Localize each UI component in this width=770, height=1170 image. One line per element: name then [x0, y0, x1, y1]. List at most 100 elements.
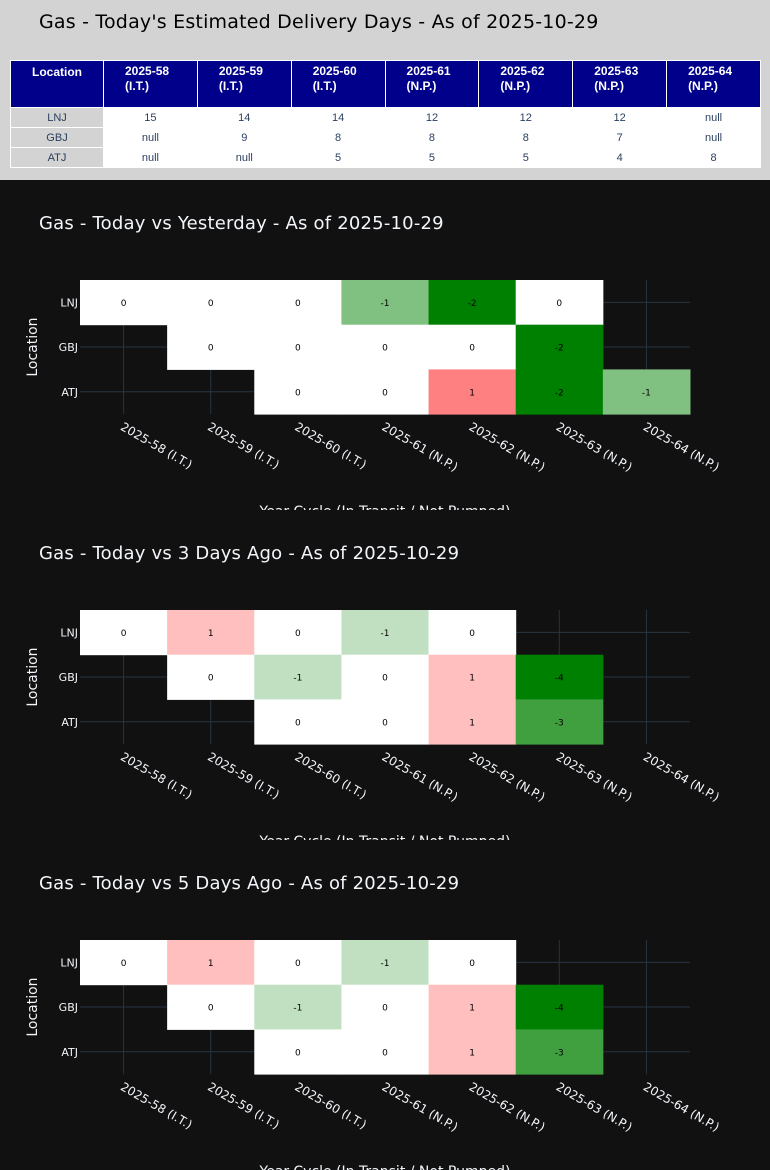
cell-value-label: -1 — [293, 674, 302, 684]
heatmap-cell[interactable] — [428, 369, 517, 415]
heatmap-cell[interactable] — [602, 369, 691, 415]
heatmap-cell[interactable] — [428, 610, 517, 656]
heatmap-cell[interactable] — [167, 610, 255, 656]
cell-value-label: 0 — [382, 674, 388, 684]
heatmap-cell[interactable] — [341, 324, 430, 370]
x-tick-label: 2025-59 (I.T.) — [205, 1080, 282, 1132]
heatmap-cell[interactable] — [428, 324, 517, 370]
heatmap-cell[interactable] — [515, 1029, 604, 1075]
x-tick-label: 2025-64 (N.P.) — [641, 1080, 722, 1135]
heatmap-cell[interactable] — [254, 654, 342, 700]
summary-title: Gas - Today's Estimated Delivery Days - … — [39, 11, 599, 33]
cell-value-label: 0 — [295, 959, 301, 969]
cell-value-label: 0 — [121, 629, 127, 639]
table-row: LNJ 15 14 14 12 12 12 null — [10, 107, 761, 128]
table-cell: 7 — [572, 127, 668, 148]
table-header-row: Location 2025-58 (I.T.) 2025-59 (I.T.) 202… — [10, 60, 761, 108]
heatmap-cell[interactable] — [428, 699, 517, 745]
heatmap-cell[interactable] — [254, 940, 342, 986]
heatmap-cell[interactable] — [428, 984, 517, 1030]
table-cell: 12 — [478, 107, 574, 128]
cell-value-label: 0 — [382, 718, 388, 728]
heatmap-cell[interactable] — [341, 984, 430, 1030]
heatmap-cell[interactable] — [515, 699, 604, 745]
heatmap-cell[interactable] — [254, 280, 342, 326]
column-header[interactable]: 2025-60 (I.T.) — [290, 60, 386, 108]
heatmap-cell[interactable] — [80, 610, 168, 656]
heatmap-cell[interactable] — [167, 654, 255, 700]
heatmap-cell[interactable] — [515, 280, 604, 326]
heatmap-cell[interactable] — [515, 324, 604, 370]
x-tick-label: 2025-61 (N.P.) — [380, 420, 461, 475]
heatmap-cell[interactable] — [167, 280, 255, 326]
cell-value-label: 0 — [295, 344, 301, 354]
table-cell: null — [666, 107, 761, 128]
x-tick-label: 2025-60 (I.T.) — [292, 750, 369, 802]
cell-value-label: 0 — [382, 388, 388, 398]
table-cell: null — [666, 127, 761, 148]
table-row: GBJ null 9 8 8 8 7 null — [10, 127, 761, 148]
heatmap-cell[interactable] — [167, 940, 255, 986]
column-header[interactable]: 2025-61 (N.P.) — [384, 60, 480, 108]
heatmap-cell[interactable] — [341, 940, 430, 986]
heatmap-cell[interactable] — [167, 324, 255, 370]
heatmap-cell[interactable] — [341, 280, 430, 326]
x-tick-label: 2025-63 (N.P.) — [554, 750, 635, 805]
x-tick-label: 2025-64 (N.P.) — [641, 750, 722, 805]
table-cell: 4 — [572, 147, 668, 168]
heatmap-cell[interactable] — [515, 654, 604, 700]
heatmap-cell[interactable] — [428, 940, 517, 986]
x-tick-label: 2025-58 (I.T.) — [118, 750, 195, 802]
heatmap-cell[interactable] — [515, 984, 604, 1030]
heatmap-cell[interactable] — [80, 280, 168, 326]
table-cell: 8 — [384, 127, 480, 148]
heatmap-cell[interactable] — [254, 369, 342, 415]
column-header[interactable]: 2025-62 (N.P.) — [478, 60, 574, 108]
column-header[interactable]: 2025-58 (I.T.) — [103, 60, 198, 108]
x-tick-label: 2025-62 (N.P.) — [467, 420, 548, 475]
cell-value-label: 0 — [382, 1004, 388, 1014]
table-cell: 12 — [572, 107, 668, 128]
x-tick-label: 2025-58 (I.T.) — [118, 420, 195, 472]
heatmap-cell[interactable] — [341, 610, 430, 656]
y-tick-label: LNJ — [60, 296, 78, 309]
cell-value-label: -4 — [555, 674, 564, 684]
cell-value-label: -4 — [555, 1004, 564, 1014]
heatmap-today-vs-3-days-ago: 0 1 0 -1 0 0 -1 0 1 -4 0 0 1 -3 LNJ GBJ ATJ 2025-58 (I.T.… — [25, 610, 722, 840]
y-tick-label: ATJ — [61, 1046, 78, 1059]
heatmap-cell[interactable] — [428, 280, 517, 326]
x-tick-label: 2025-63 (N.P.) — [554, 1080, 635, 1135]
column-header[interactable]: 2025-63 (N.P.) — [572, 60, 668, 108]
cell-value-label: 0 — [208, 299, 214, 309]
summary-panel: Gas - Today's Estimated Delivery Days - … — [0, 0, 770, 180]
heatmap-cell[interactable] — [515, 369, 604, 415]
heatmap-cell[interactable] — [254, 610, 342, 656]
heatmap-cell[interactable] — [428, 654, 517, 700]
heatmap-cell[interactable] — [167, 984, 255, 1030]
cell-value-label: 0 — [382, 344, 388, 354]
heatmap-cell[interactable] — [254, 1029, 342, 1075]
x-tick-label: 2025-58 (I.T.) — [118, 1080, 195, 1132]
y-tick-label: LNJ — [60, 626, 78, 639]
heatmap-cell[interactable] — [341, 654, 430, 700]
table-cell: 9 — [196, 127, 292, 148]
cell-value-label: 0 — [295, 388, 301, 398]
heatmap-cell[interactable] — [341, 1029, 430, 1075]
heatmap-cell[interactable] — [428, 1029, 517, 1075]
heatmap-cell[interactable] — [341, 699, 430, 745]
heatmap-cell[interactable] — [254, 984, 342, 1030]
heatmap-cell[interactable] — [80, 940, 168, 986]
column-header[interactable]: 2025-64 (N.P.) — [666, 60, 761, 108]
cell-value-label: 0 — [208, 344, 214, 354]
column-header-location[interactable]: Location — [10, 60, 104, 108]
heatmap-cell[interactable] — [341, 369, 430, 415]
heatmap-cell[interactable] — [254, 699, 342, 745]
table-cell: null — [103, 127, 198, 148]
cell-value-label: 0 — [556, 299, 562, 309]
table-cell: 8 — [290, 127, 386, 148]
cell-value-label: 0 — [121, 959, 127, 969]
x-tick-label: 2025-64 (N.P.) — [641, 420, 722, 475]
heatmap-cell[interactable] — [254, 324, 342, 370]
column-header[interactable]: 2025-59 (I.T.) — [196, 60, 292, 108]
cell-value-label: -3 — [555, 1048, 564, 1058]
